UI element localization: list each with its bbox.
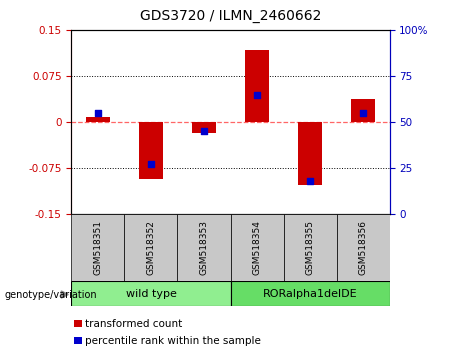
- Bar: [230, 281, 390, 306]
- Text: RORalpha1delDE: RORalpha1delDE: [263, 289, 357, 299]
- Polygon shape: [61, 291, 68, 298]
- Bar: [71, 214, 124, 281]
- Text: genotype/variation: genotype/variation: [5, 290, 97, 299]
- Bar: [139, 122, 163, 179]
- Text: transformed count: transformed count: [85, 319, 183, 329]
- Point: [200, 129, 207, 134]
- Bar: [124, 214, 177, 281]
- Text: GSM518351: GSM518351: [94, 220, 102, 275]
- Text: wild type: wild type: [125, 289, 177, 299]
- Text: GSM518355: GSM518355: [306, 220, 314, 275]
- Point: [359, 110, 366, 116]
- Text: percentile rank within the sample: percentile rank within the sample: [85, 336, 261, 346]
- Point: [148, 162, 155, 167]
- Point: [306, 178, 313, 184]
- Text: GSM518354: GSM518354: [253, 220, 261, 275]
- Bar: [284, 214, 337, 281]
- Point: [254, 92, 261, 97]
- Bar: [351, 99, 375, 122]
- Bar: [245, 50, 269, 122]
- Bar: [86, 117, 110, 122]
- Bar: [230, 214, 284, 281]
- Text: GSM518353: GSM518353: [200, 220, 208, 275]
- Text: GDS3720 / ILMN_2460662: GDS3720 / ILMN_2460662: [140, 9, 321, 23]
- Text: GSM518352: GSM518352: [147, 220, 155, 275]
- Bar: [192, 122, 216, 133]
- Bar: [177, 214, 230, 281]
- Point: [94, 110, 101, 116]
- Text: GSM518356: GSM518356: [359, 220, 367, 275]
- Bar: [74, 320, 82, 327]
- Bar: [74, 337, 82, 344]
- Bar: [337, 214, 390, 281]
- Bar: [71, 281, 230, 306]
- Bar: [298, 122, 322, 185]
